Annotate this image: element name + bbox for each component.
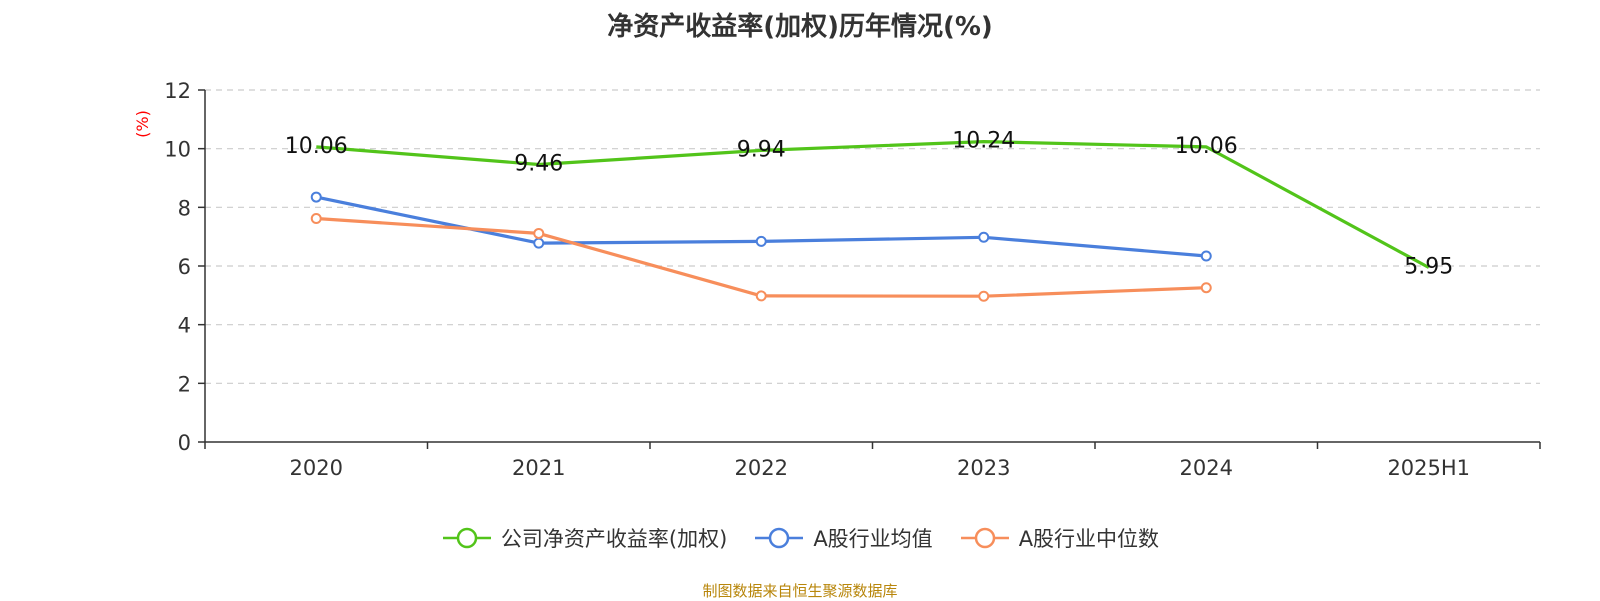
data-label: 10.06 <box>285 134 348 159</box>
series-line-3 <box>316 216 1207 298</box>
data-label: 10.06 <box>1175 134 1238 159</box>
x-tick-label: 2025H1 <box>1387 456 1470 480</box>
y-axis-label: (%) <box>133 110 152 138</box>
axis-layer: 0 2 4 6 8 10 12 2020 2021 2022 2023 2024 2025H1 <box>164 79 1541 480</box>
grid-layer <box>205 89 1540 384</box>
y-tick-label: 2 <box>178 372 191 396</box>
y-tick-label: 4 <box>178 314 191 338</box>
y-tick-label: 12 <box>164 79 191 103</box>
legend-swatch-icon <box>442 527 491 549</box>
legend-item-1[interactable]: 公司净资产收益率(加权) <box>441 523 727 553</box>
series-line-1 <box>316 140 1430 269</box>
legend-swatch-icon <box>755 527 804 549</box>
legend-swatch-icon <box>960 527 1009 549</box>
series-3-point <box>310 212 322 224</box>
legend-marker <box>769 527 790 549</box>
x-tick-label: 2023 <box>957 456 1010 480</box>
x-tick-label: 2020 <box>290 456 343 480</box>
series-3-point <box>533 227 545 239</box>
label-layer: 10.06 9.46 9.94 10.24 10.06 5.95 <box>285 129 1453 280</box>
legend-label: 公司净资产收益率(加权) <box>500 527 728 551</box>
x-tick-label: 2024 <box>1180 456 1233 480</box>
legend-marker <box>974 527 995 549</box>
y-tick-label: 0 <box>178 431 191 455</box>
legend: 公司净资产收益率(加权) A股行业均值 A股行业中位数 <box>0 523 1600 553</box>
source-note: 制图数据来自恒生聚源数据库 <box>702 582 898 600</box>
series-3-point <box>978 290 990 302</box>
data-label: 9.46 <box>514 152 563 177</box>
x-tick-label: 2021 <box>512 456 565 480</box>
legend-marker <box>456 527 478 549</box>
data-label: 9.94 <box>737 137 786 162</box>
series-3-point <box>755 290 767 302</box>
series-2-point <box>755 235 767 247</box>
x-tick-label: 2022 <box>735 456 788 480</box>
series-2-point <box>310 191 322 203</box>
legend-item-2[interactable]: A股行业均值 <box>753 523 933 553</box>
series-2-point <box>1200 250 1212 262</box>
chart-title: 净资产收益率(加权)历年情况(%) <box>607 12 993 42</box>
y-tick-label: 8 <box>178 196 191 220</box>
series-layer <box>310 140 1430 302</box>
series-2-point <box>978 231 990 243</box>
legend-item-3[interactable]: A股行业中位数 <box>959 523 1159 553</box>
series-3-point <box>1200 282 1212 294</box>
y-tick-label: 10 <box>164 138 191 162</box>
series-2-point <box>533 237 545 249</box>
legend-label: A股行业中位数 <box>1018 527 1160 551</box>
y-tick-label: 6 <box>178 255 191 279</box>
data-label: 10.24 <box>952 129 1015 154</box>
legend-label: A股行业均值 <box>813 527 933 551</box>
data-label: 5.95 <box>1404 254 1453 279</box>
